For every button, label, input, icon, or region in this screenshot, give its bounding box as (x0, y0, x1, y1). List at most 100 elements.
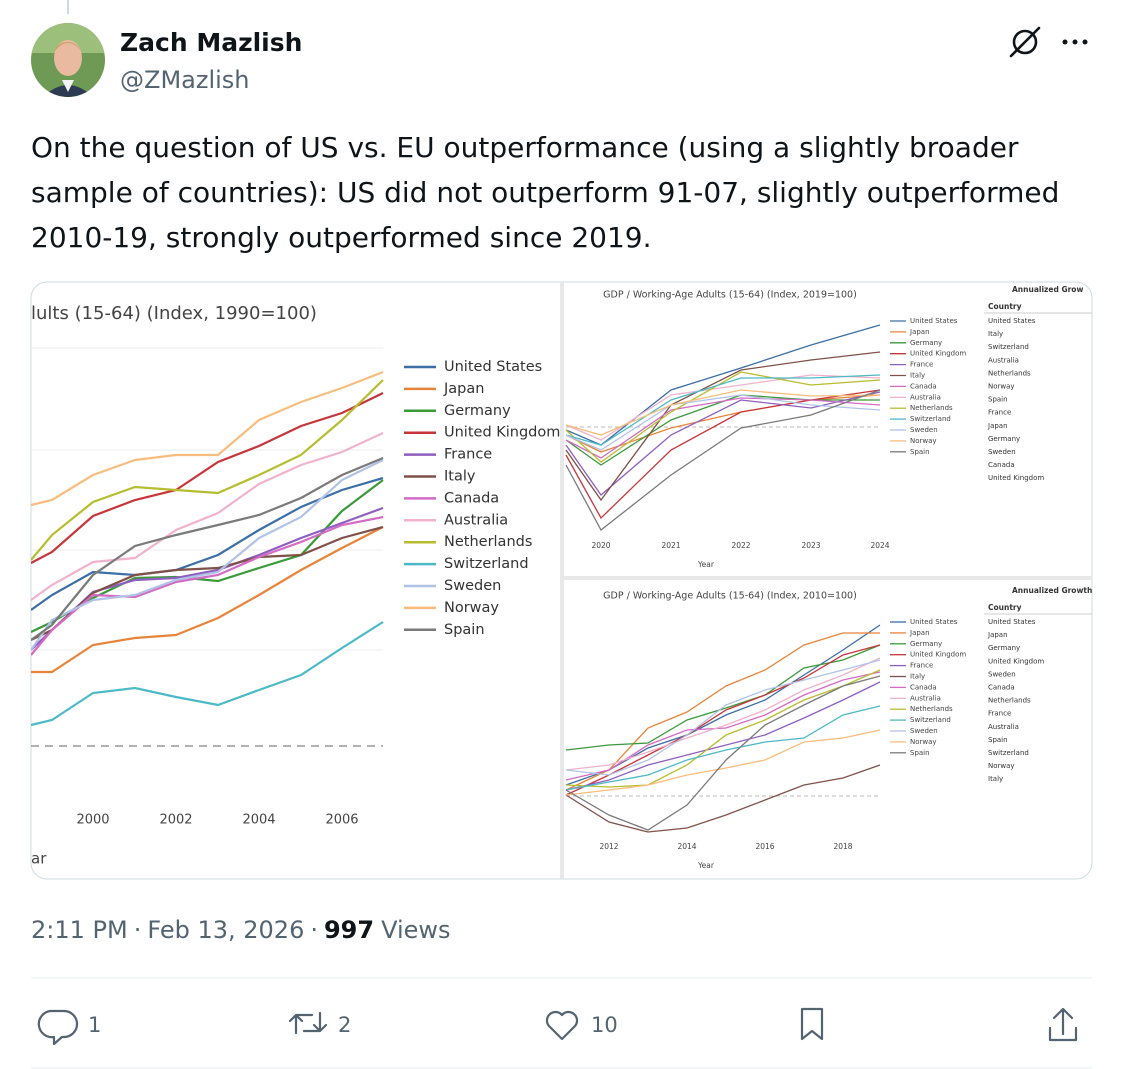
chart-line (31, 459, 384, 651)
like-button[interactable]: 10 (545, 1010, 618, 1041)
table-cell: Canada (988, 684, 1015, 692)
x-tick-label: 2002 (159, 813, 192, 828)
legend-label: Sweden (910, 426, 938, 434)
share-button[interactable] (1048, 1007, 1078, 1042)
reply-button[interactable]: 1 (37, 1009, 102, 1046)
legend-label: Australia (910, 393, 941, 401)
media-image[interactable]: lults (15-64) (Index, 1990=100) United St… (31, 282, 1092, 879)
author-handle[interactable]: @ZMazlish (120, 66, 250, 94)
timestamp[interactable]: 2:11 PM · Feb 13, 2026 · 997 Views (31, 916, 451, 944)
legend-label: Canada (910, 683, 937, 691)
chart-line (565, 351, 881, 502)
legend-label: Spain (444, 622, 485, 638)
legend-label: United States (910, 618, 958, 626)
legend-label: Netherlands (910, 705, 953, 713)
legend-label: Italy (444, 469, 476, 485)
avatar[interactable] (31, 23, 105, 100)
chart-line (565, 374, 881, 441)
separator: · (134, 916, 142, 944)
repost-button[interactable]: 2 (288, 1011, 351, 1037)
legend-label: Norway (910, 738, 937, 746)
legend-label: Germany (910, 339, 942, 347)
chart-line (565, 389, 881, 520)
chart-line (565, 659, 881, 776)
x-tick-label: 2023 (801, 541, 820, 550)
separator: · (310, 916, 318, 944)
table-cell: Australia (988, 723, 1019, 731)
x-tick-label: 2018 (833, 842, 852, 851)
legend-label: Norway (444, 600, 499, 616)
views-count: 997 (324, 916, 374, 944)
legend-label: Italy (910, 673, 925, 681)
grok-button[interactable] (1009, 26, 1041, 58)
x-tick-label: 2014 (677, 842, 696, 851)
time[interactable]: 2:11 PM (31, 916, 128, 944)
chart-line (565, 632, 880, 791)
table-cell: Canada (988, 461, 1015, 469)
chart-line (565, 764, 881, 833)
table-cell: Netherlands (988, 697, 1031, 705)
chart-line (565, 671, 881, 781)
chart-line (565, 669, 881, 788)
table-cell: United States (988, 317, 1036, 325)
date[interactable]: Feb 13, 2026 (147, 916, 304, 944)
table-cell: Italy (988, 775, 1003, 783)
table-title: Annualized Grow (1012, 285, 1083, 294)
chart-title: lults (15-64) (Index, 1990=100) (31, 303, 317, 324)
table-cell: Germany (988, 644, 1020, 652)
x-tick-label: 2016 (755, 842, 774, 851)
x-tick-label: 2004 (242, 813, 275, 828)
chart-line (31, 432, 384, 601)
views-label: Views (381, 916, 450, 944)
table-cell: Netherlands (988, 369, 1031, 377)
x-tick-label: 2024 (870, 541, 889, 550)
reply-count: 1 (88, 1013, 101, 1037)
table-cell: Italy (988, 330, 1003, 338)
x-tick-label: 2021 (661, 541, 680, 550)
table-cell: Sweden (988, 670, 1016, 678)
legend-label: Canada (444, 490, 499, 506)
chart-line (565, 705, 881, 791)
x-axis-label: Year (697, 861, 715, 870)
x-tick-label: 2012 (599, 842, 618, 851)
table-title: Annualized Growth (1012, 586, 1092, 595)
legend-label: Switzerland (910, 415, 951, 423)
legend-label: Switzerland (910, 716, 951, 724)
table-cell: Spain (988, 736, 1008, 744)
table-cell: Spain (988, 396, 1008, 404)
legend-label: Germany (444, 403, 511, 419)
legend-label: United States (910, 317, 958, 325)
chart-title: GDP / Working-Age Adults (15-64) (Index,… (603, 290, 857, 301)
chart-line (565, 389, 881, 531)
chart-line (31, 392, 384, 564)
bookmark-button[interactable] (800, 1007, 824, 1041)
legend-label: Japan (443, 381, 484, 397)
text-line: On the question of US vs. EU outperforma… (31, 131, 1019, 164)
legend-label: Japan (909, 629, 930, 637)
legend-label: Japan (909, 328, 930, 336)
chart-line (565, 675, 881, 831)
legend-label: France (910, 361, 933, 369)
author-name[interactable]: Zach Mazlish (120, 28, 302, 57)
chart-line (565, 729, 881, 796)
legend-label: Netherlands (910, 404, 953, 412)
legend-label: France (444, 447, 492, 463)
chart-line (565, 624, 881, 786)
repost-count: 2 (338, 1013, 351, 1037)
more-button[interactable] (1062, 39, 1088, 45)
chart-line (565, 394, 881, 453)
chart-line (31, 526, 384, 674)
legend-label: Germany (910, 640, 942, 648)
legend-label: France (910, 662, 933, 670)
legend-label: United Kingdom (910, 350, 966, 358)
chart-line (565, 371, 881, 463)
x-tick-label: 2000 (76, 813, 109, 828)
table-cell: Australia (988, 356, 1019, 364)
chart-line (31, 621, 384, 727)
table-cell: Norway (988, 383, 1015, 391)
chart-line (31, 370, 384, 507)
x-tick-label: 2020 (591, 541, 610, 550)
legend-label: Australia (910, 694, 941, 702)
table-cell: Japan (987, 631, 1008, 639)
